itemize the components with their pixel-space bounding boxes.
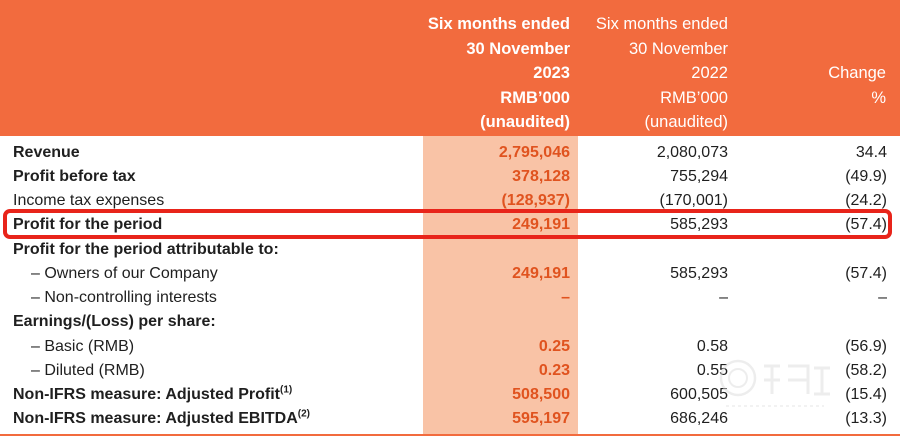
row-label: Profit for the period attributable to: <box>13 241 279 258</box>
value-2023: 595,197 <box>512 410 570 427</box>
current-period-column-highlight <box>423 136 578 436</box>
value-change: (15.4) <box>845 386 887 403</box>
value-2022: 755,294 <box>670 168 728 185</box>
value-change: (56.9) <box>845 338 887 355</box>
row-label: Non-IFRS measure: Adjusted EBITDA(2) <box>13 408 310 427</box>
value-2022: 600,505 <box>670 386 728 403</box>
bottom-rule <box>0 434 900 436</box>
table-row: Income tax expenses (128,937) (170,001) (24… <box>0 189 900 213</box>
header-2023: Six months ended 30 November 2023 RMB’00… <box>427 15 570 132</box>
table-row: Non-IFRS measure: Adjusted Profit(1) 508,… <box>0 383 900 407</box>
value-2023: 249,191 <box>512 265 570 282</box>
watermark-logo <box>719 359 830 407</box>
value-2023: 508,500 <box>512 386 570 403</box>
value-2023: 378,128 <box>512 168 570 185</box>
row-label: Earnings/(Loss) per share: <box>13 313 216 330</box>
value-2022: 585,293 <box>670 265 728 282</box>
table-row: Non-IFRS measure: Adjusted EBITDA(2) 595,… <box>0 407 900 431</box>
table-row: Profit for the period attributable to: <box>0 238 900 262</box>
row-label: Income tax expenses <box>13 192 165 209</box>
table-row: – Diluted (RMB) 0.23 0.55 (58.2) <box>0 359 900 383</box>
value-2022: – <box>719 289 728 306</box>
value-2023: 0.23 <box>538 362 570 379</box>
row-label: – Non-controlling interests <box>31 289 217 306</box>
value-2022: 585,293 <box>670 216 728 233</box>
row-label: Revenue <box>13 144 80 161</box>
table-row: Revenue 2,795,046 2,080,073 34.4 <box>0 141 900 165</box>
row-label: Profit for the period <box>13 216 163 233</box>
row-label: Non-IFRS measure: Adjusted Profit(1) <box>13 384 293 403</box>
value-change: (57.4) <box>845 265 887 282</box>
profit-for-period-callout <box>3 209 892 239</box>
row-label: Profit before tax <box>13 168 136 185</box>
value-2022: (170,001) <box>659 192 729 209</box>
footnote-marker: (1) <box>279 384 293 396</box>
value-2022: 686,246 <box>670 410 728 427</box>
value-change: (58.2) <box>845 362 887 379</box>
table-row: Earnings/(Loss) per share: <box>0 310 900 334</box>
value-2023: (128,937) <box>501 192 571 209</box>
value-change: (13.3) <box>845 410 887 427</box>
table-row: – Basic (RMB) 0.25 0.58 (56.9) <box>0 335 900 359</box>
table-row: – Owners of our Company 249,191 585,293 (57… <box>0 262 900 286</box>
value-2023: 0.25 <box>538 338 570 355</box>
table-row: Profit for the period 249,191 585,293 (57.4… <box>0 213 900 237</box>
footnote-marker: (2) <box>297 408 310 420</box>
value-change: (57.4) <box>845 216 887 233</box>
value-2023: 249,191 <box>512 216 570 233</box>
row-label: – Owners of our Company <box>31 265 218 282</box>
value-change: – <box>878 289 887 306</box>
row-label: – Basic (RMB) <box>31 338 135 355</box>
header-2022: Six months ended 30 November 2022 RMB’00… <box>595 15 728 132</box>
row-label: – Diluted (RMB) <box>31 362 145 379</box>
value-2022: 2,080,073 <box>656 144 728 161</box>
value-change: 34.4 <box>855 144 887 161</box>
value-change: (49.9) <box>845 168 887 185</box>
table-row: – Non-controlling interests – – – <box>0 286 900 310</box>
header-change: Change % <box>828 64 886 107</box>
value-2023: – <box>561 289 570 306</box>
value-2022: 0.58 <box>696 338 728 355</box>
table-row: Profit before tax 378,128 755,294 (49.9) <box>0 165 900 189</box>
value-2023: 2,795,046 <box>498 144 570 161</box>
value-change: (24.2) <box>845 192 887 209</box>
table-header <box>0 0 900 136</box>
